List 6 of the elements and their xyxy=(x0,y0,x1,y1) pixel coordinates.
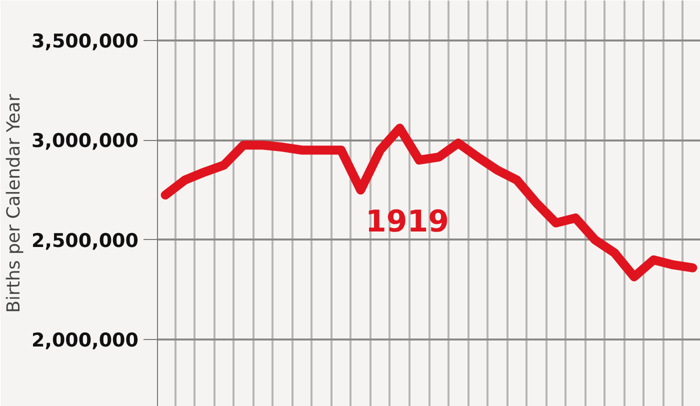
annotation: 1919 xyxy=(366,204,449,240)
y-tick-label: 3,500,000 xyxy=(32,30,139,52)
y-tick-label: 2,500,000 xyxy=(32,230,139,252)
y-tick-label: 3,000,000 xyxy=(32,130,139,152)
y-tick-label: 2,000,000 xyxy=(32,330,139,352)
y-axis-title: Births per Calendar Year xyxy=(4,94,25,313)
